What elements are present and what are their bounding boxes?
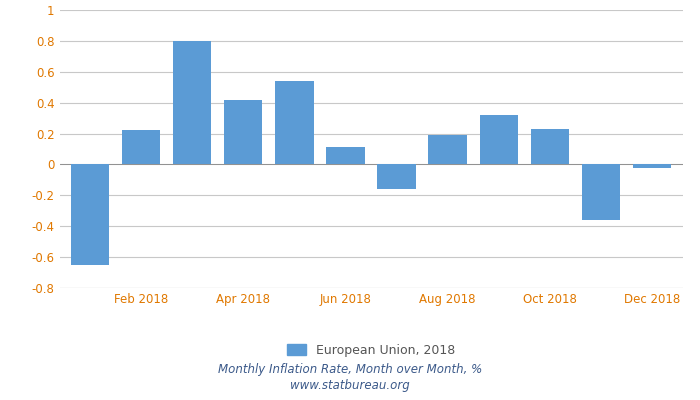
Bar (582, 164, 620, 220)
Text: www.statbureau.org: www.statbureau.org (290, 380, 410, 392)
Bar (71, 164, 109, 265)
Bar (428, 135, 467, 164)
Text: Monthly Inflation Rate, Month over Month, %: Monthly Inflation Rate, Month over Month… (218, 364, 482, 376)
Bar (480, 115, 518, 164)
Bar (326, 148, 365, 164)
Bar (633, 164, 671, 168)
Legend: European Union, 2018: European Union, 2018 (282, 339, 460, 362)
Bar (122, 130, 160, 164)
Bar (224, 100, 262, 164)
Bar (275, 81, 314, 164)
Bar (173, 41, 211, 164)
Bar (377, 164, 416, 189)
Bar (531, 129, 569, 164)
